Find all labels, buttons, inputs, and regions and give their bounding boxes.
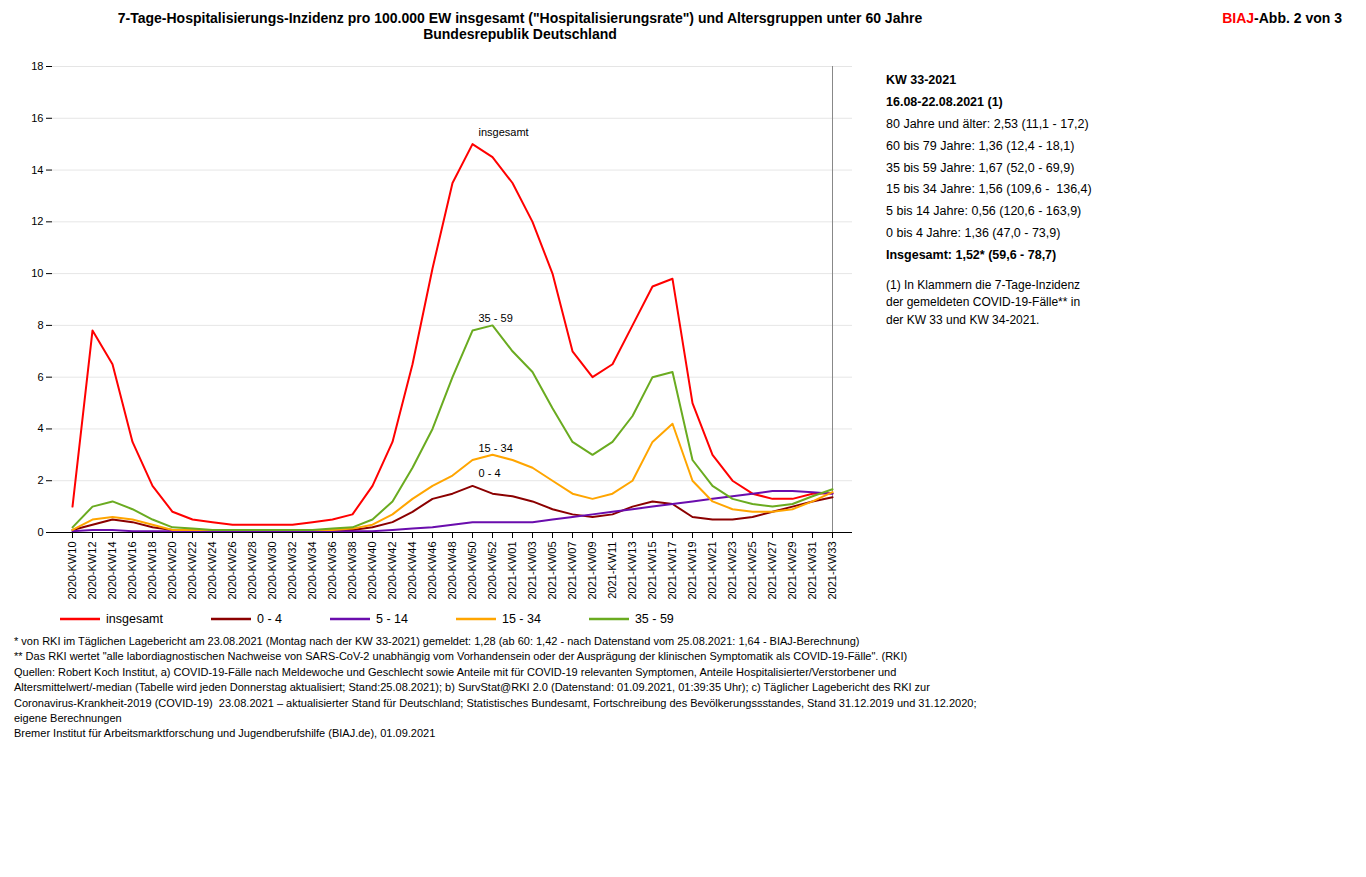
svg-text:2021-KW19: 2021-KW19 [686,542,698,600]
svg-text:18: 18 [31,60,43,72]
svg-text:2020-KW16: 2020-KW16 [126,542,138,600]
svg-text:2: 2 [37,474,43,486]
html-text:KW 33-2021: KW 33-2021 [886,73,957,87]
svg-text:2020-KW40: 2020-KW40 [366,542,378,600]
svg-text:2020-KW22: 2020-KW22 [186,542,198,600]
html-text:16.08-22.08.2021 (1): 16.08-22.08.2021 (1) [886,94,1003,109]
html-text:Quellen: Robert Koch Institut,: Quellen: Robert Koch Institut, a) COVID-… [14,665,897,678]
html-text:** Das RKI wertet "alle labord: ** Das RKI wertet "alle labordiagnostisc… [14,650,908,663]
html-text:der gemeldeten COVID-19-Fälle*: der gemeldeten COVID-19-Fälle** in [886,295,1081,310]
svg-text:2020-KW44: 2020-KW44 [406,542,418,600]
html-text:Insgesamt: 1,52* (59,6 - 78,7): Insgesamt: 1,52* (59,6 - 78,7) [886,248,1057,262]
svg-text:14: 14 [31,164,43,176]
svg-text:2021-KW21: 2021-KW21 [706,542,718,600]
svg-text:0 - 4: 0 - 4 [479,467,501,479]
svg-text:2020-KW30: 2020-KW30 [266,542,278,600]
svg-text:2020-KW38: 2020-KW38 [346,542,358,600]
svg-text:2021-KW33: 2021-KW33 [826,542,838,600]
html-text:80 Jahre und älter: 2,53 (11,1: 80 Jahre und älter: 2,53 (11,1 - 17,2) [886,116,1089,131]
svg-text:2021-KW25: 2021-KW25 [746,542,758,600]
svg-text:2021-KW05: 2021-KW05 [546,542,558,600]
svg-text:2021-KW15: 2021-KW15 [646,542,658,600]
svg-text:2020-KW26: 2020-KW26 [226,542,238,600]
html-text:7-Tage-Hospitalisierungs-Inzid: 7-Tage-Hospitalisierungs-Inzidenz pro 10… [117,10,923,26]
svg-text:2020-KW48: 2020-KW48 [446,542,458,600]
svg-text:16: 16 [31,112,43,124]
html-text:5 bis 14 Jahre: 0,56 (120,6 -: 5 bis 14 Jahre: 0,56 (120,6 - 163,9) [886,204,1082,219]
svg-text:2020-KW52: 2020-KW52 [486,542,498,600]
svg-text:15 - 34: 15 - 34 [479,442,513,454]
svg-text:2020-KW10: 2020-KW10 [66,542,78,600]
html-text:5 - 14: 5 - 14 [376,612,408,626]
html-text:Coronavirus-Krankheit-2019 (CO: Coronavirus-Krankheit-2019 (COVID-19) 23… [14,696,977,709]
html-text:Bundesrepublik Deutschland: Bundesrepublik Deutschland [423,26,617,42]
svg-text:2020-KW50: 2020-KW50 [466,542,478,600]
html-text:Bremer Institut für Arbeitsmar: Bremer Institut für Arbeitsmarktforschun… [14,727,436,740]
html-text:60 bis 79 Jahre: 1,36 (12,4 -: 60 bis 79 Jahre: 1,36 (12,4 - 18,1) [886,138,1075,153]
svg-text:2021-KW11: 2021-KW11 [606,542,618,599]
html-text:insgesamt: insgesamt [106,612,163,626]
html-text:0 - 4: 0 - 4 [257,612,282,626]
svg-text:2021-KW03: 2021-KW03 [526,542,538,600]
svg-text:2021-KW31: 2021-KW31 [806,542,818,600]
svg-text:2021-KW07: 2021-KW07 [566,542,578,600]
svg-text:2021-KW27: 2021-KW27 [766,542,778,600]
svg-text:2021-KW09: 2021-KW09 [586,542,598,600]
svg-text:10: 10 [31,267,43,279]
svg-text:2021-KW01: 2021-KW01 [506,542,518,600]
html-text:(1) In Klammern die 7-Tage-Inz: (1) In Klammern die 7-Tage-Inzidenz [886,277,1081,292]
svg-text:8: 8 [37,319,43,331]
svg-text:2020-KW28: 2020-KW28 [246,542,258,600]
html-text:eigene Berechnungen: eigene Berechnungen [14,712,122,724]
svg-text:0: 0 [37,526,43,538]
html-text:35 - 59: 35 - 59 [634,612,674,626]
html-text:35 bis 59 Jahre: 1,67 (52,0 -: 35 bis 59 Jahre: 1,67 (52,0 - 69,9) [886,160,1075,175]
svg-text:12: 12 [31,215,43,227]
svg-text:2021-KW17: 2021-KW17 [666,542,678,600]
html-text:BIAJ -Abb. 2 von 3: BIAJ -Abb. 2 von 3 [1222,10,1342,26]
svg-text:6: 6 [37,371,43,383]
html-text:Altersmittelwert/-median (Tabe: Altersmittelwert/-median (Tabelle wird j… [14,681,930,694]
svg-text:2020-KW42: 2020-KW42 [386,542,398,600]
svg-text:4: 4 [37,422,43,434]
svg-text:2020-KW32: 2020-KW32 [286,542,298,600]
svg-text:2020-KW18: 2020-KW18 [146,542,158,600]
svg-text:35 - 59: 35 - 59 [479,312,513,324]
svg-text:2020-KW36: 2020-KW36 [326,542,338,600]
svg-text:insgesamt: insgesamt [479,126,529,138]
html-text:15 bis 34 Jahre: 1,56 (109,6 -: 15 bis 34 Jahre: 1,56 (109,6 - 136,4) [886,182,1092,197]
svg-text:2020-KW14: 2020-KW14 [106,542,118,600]
svg-text:2021-KW29: 2021-KW29 [786,542,798,600]
svg-text:2021-KW23: 2021-KW23 [726,542,738,600]
svg-text:2020-KW46: 2020-KW46 [426,542,438,600]
svg-text:2021-KW13: 2021-KW13 [626,542,638,600]
html-text:0 bis 4 Jahre: 1,36 (47,0 - 73: 0 bis 4 Jahre: 1,36 (47,0 - 73,9) [886,226,1061,241]
svg-text:2020-KW20: 2020-KW20 [166,542,178,600]
svg-text:2020-KW24: 2020-KW24 [206,542,218,600]
html-text:der KW 33 und KW 34-2021.: der KW 33 und KW 34-2021. [886,312,1040,327]
svg-text:2020-KW12: 2020-KW12 [86,542,98,600]
html-text:15 - 34: 15 - 34 [502,612,541,626]
html-text:* von RKI im Täglichen Lageber: * von RKI im Täglichen Lagebericht am 23… [14,635,860,647]
svg-text:2020-KW34: 2020-KW34 [306,542,318,600]
